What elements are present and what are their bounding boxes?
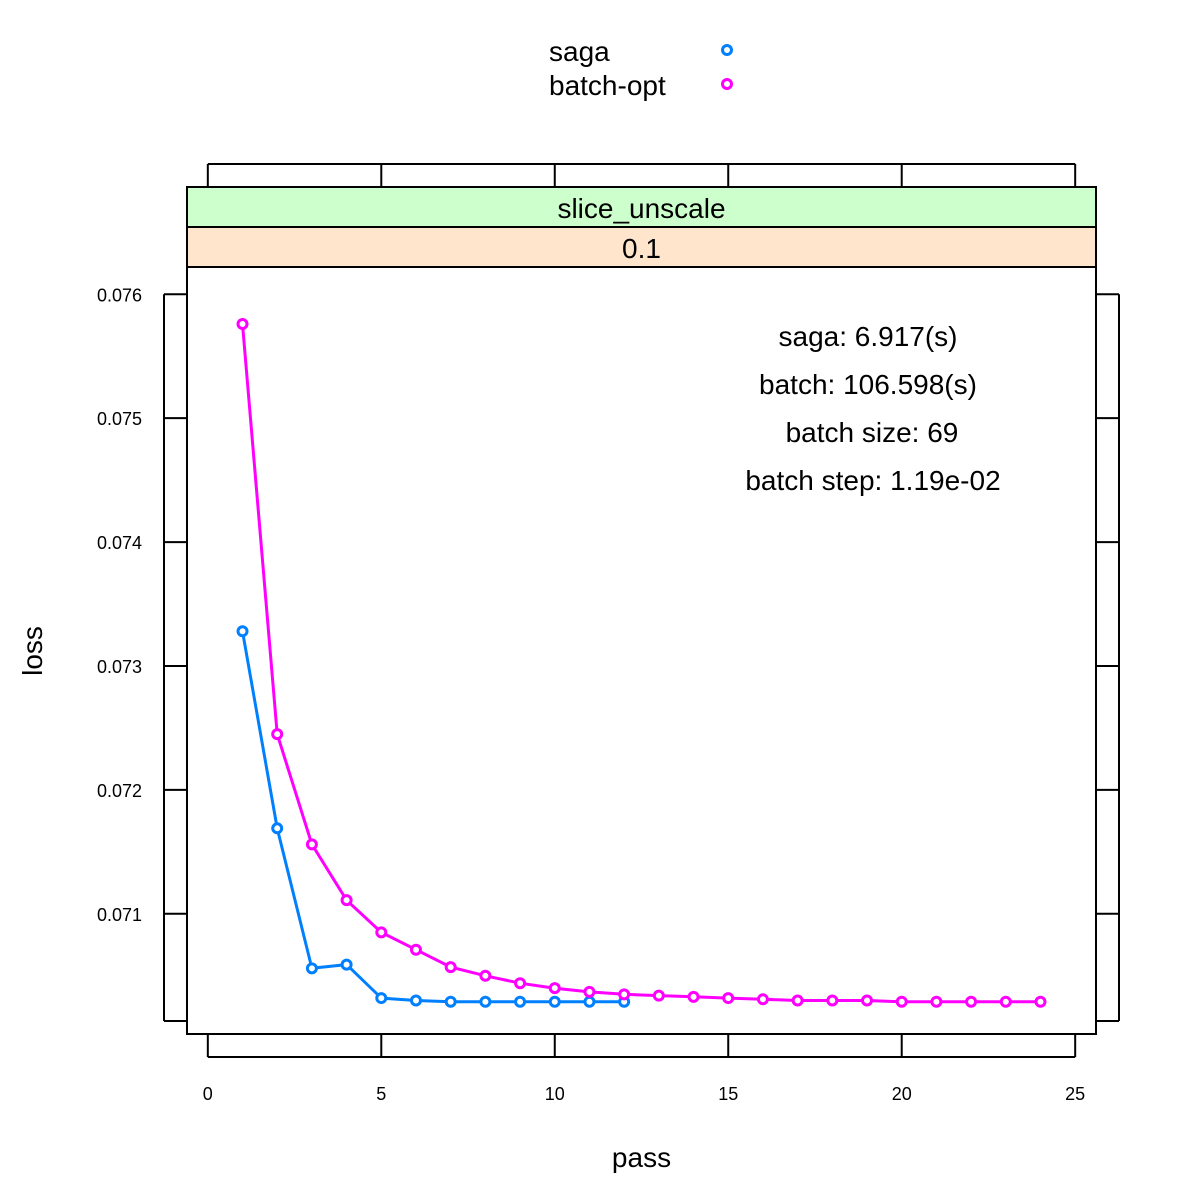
annotation-batch-size: batch size: 69 [786,417,959,448]
strip-label-slice-unscale: slice_unscale [557,193,725,224]
legend: saga batch-opt [549,36,733,101]
legend-marker-saga [721,44,733,56]
data-point-batch-opt [687,990,700,1003]
strip-0-1 [186,226,1097,268]
y-axis-title: loss [17,626,48,676]
annotation-block: saga: 6.917(s) batch: 106.598(s) batch s… [745,321,1000,496]
data-point-batch-opt [479,969,492,982]
strip-label-0-1: 0.1 [622,233,661,264]
data-point-saga [583,995,596,1008]
data-point-saga [514,995,527,1008]
x-tick-label: 5 [376,1084,386,1104]
data-point-batch-opt [548,982,561,995]
x-tick-label: 20 [892,1084,912,1104]
x-tick-label: 0 [203,1084,213,1104]
annotation-batch-step: batch step: 1.19e-02 [745,465,1000,496]
strips: slice_unscale 0.1 [186,186,1097,268]
y-tick-label: 0.073 [97,657,142,677]
data-point-batch-opt [861,994,874,1007]
data-point-batch-opt [409,943,422,956]
data-point-batch-opt [1034,995,1047,1008]
data-point-batch-opt [271,728,284,741]
data-point-saga [375,992,388,1005]
strip-slice-unscale [186,186,1097,228]
data-point-batch-opt [895,995,908,1008]
data-point-batch-opt [930,995,943,1008]
y-tick-label: 0.071 [97,905,142,925]
x-axis: 0 5 10 15 20 25 [203,163,1085,1104]
data-point-saga [340,958,353,971]
data-point-batch-opt [791,994,804,1007]
data-point-saga [409,994,422,1007]
data-point-saga [305,962,318,975]
data-point-batch-opt [583,985,596,998]
y-tick-label: 0.076 [97,285,142,305]
data-point-saga [236,625,249,638]
x-axis-title: pass [612,1142,671,1173]
data-point-batch-opt [236,317,249,330]
data-point-batch-opt [618,988,631,1001]
data-point-batch-opt [444,961,457,974]
data-point-batch-opt [826,994,839,1007]
annotation-batch-time: batch: 106.598(s) [759,369,977,400]
series-line-saga [241,631,625,1004]
legend-label-batch-opt: batch-opt [549,70,666,101]
y-tick-label: 0.075 [97,409,142,429]
series-layer [236,317,1047,1008]
data-point-saga [271,822,284,835]
y-tick-label: 0.074 [97,533,142,553]
data-point-batch-opt [375,926,388,939]
data-point-saga [548,995,561,1008]
legend-label-saga: saga [549,36,610,67]
data-point-batch-opt [756,993,769,1006]
data-point-batch-opt [722,992,735,1005]
x-tick-label: 10 [545,1084,565,1104]
data-point-batch-opt [514,977,527,990]
data-point-batch-opt [305,838,318,851]
data-point-batch-opt [340,894,353,907]
data-point-batch-opt [999,995,1012,1008]
data-point-batch-opt [965,995,978,1008]
y-tick-label: 0.072 [97,781,142,801]
x-tick-label: 25 [1065,1084,1085,1104]
data-point-batch-opt [652,989,665,1002]
x-tick-label: 15 [718,1084,738,1104]
y-axis: 0.071 0.072 0.073 0.074 0.075 0.076 [97,285,1120,1022]
legend-marker-batch-opt [721,78,733,90]
data-point-saga [444,995,457,1008]
plot-panel [186,266,1097,1035]
data-point-saga [479,995,492,1008]
annotation-saga-time: saga: 6.917(s) [779,321,958,352]
